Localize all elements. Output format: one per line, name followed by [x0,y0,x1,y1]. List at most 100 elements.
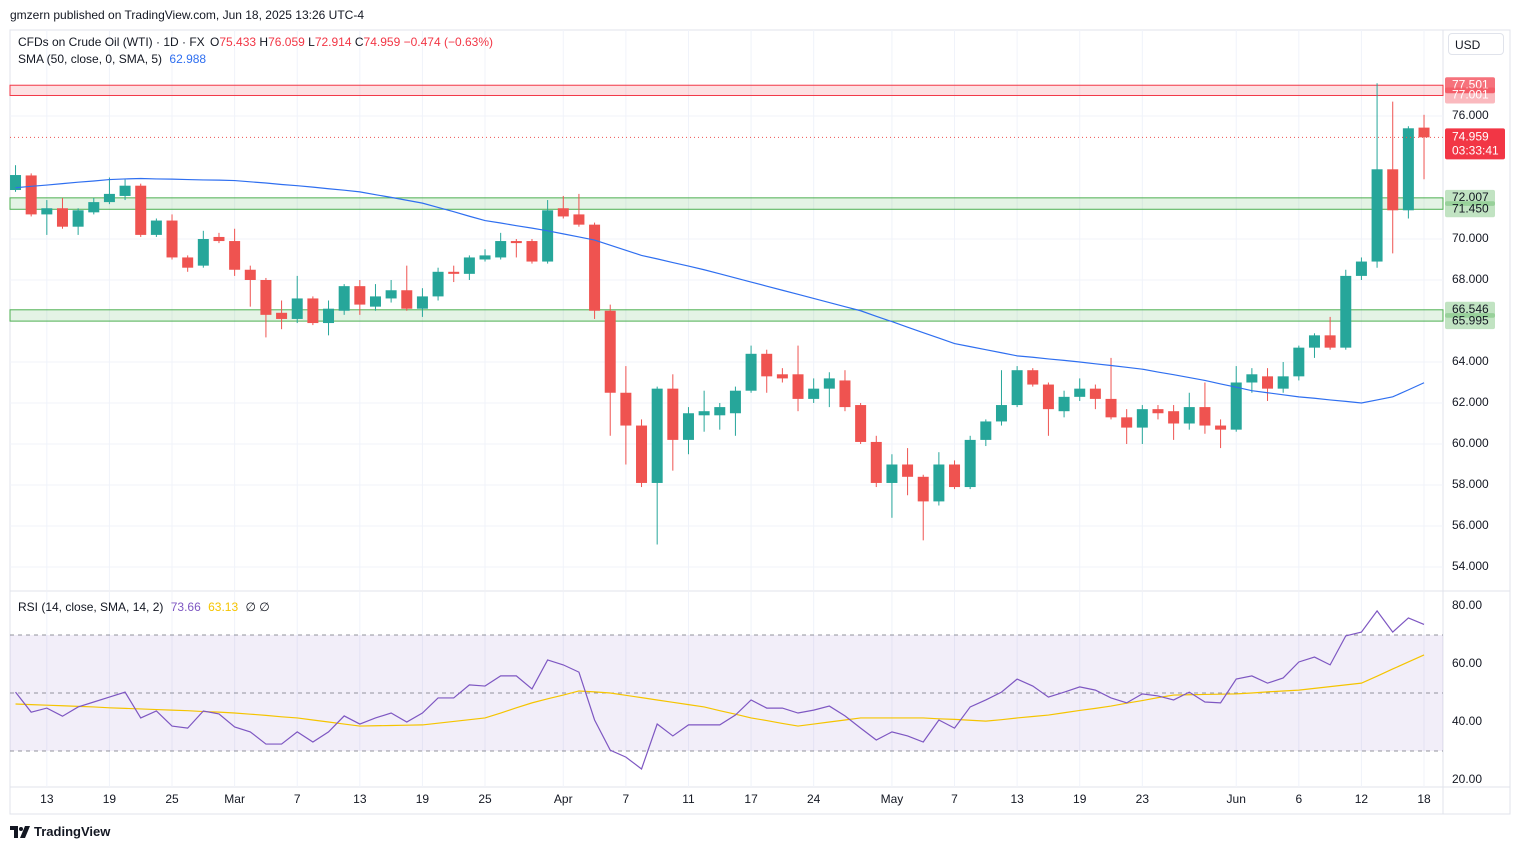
candle-body [573,214,585,225]
x-tick-label: May [881,792,904,806]
y-tick-label: 60.000 [1452,436,1489,450]
sma-legend: SMA (50, close, 0, SMA, 5) 62.988 [18,52,206,66]
candle-body [870,441,882,483]
candle-body [1418,127,1430,138]
candle-body [338,286,350,311]
candle-body [448,271,460,274]
x-tick-label: 19 [416,792,430,806]
x-tick-label: 7 [294,792,301,806]
x-tick-label: 25 [478,792,492,806]
candle-body [917,476,929,502]
ohlc-close: C74.959 [355,35,400,49]
candle-body [855,405,867,442]
zone-price-label: 65.995 [1452,313,1489,327]
candle-body [88,202,100,213]
zone-price-label: 77.501 [1452,77,1489,91]
ohlc-prefix: H [259,35,269,49]
candle-body [964,439,976,488]
rsi-legend: RSI (14, close, SMA, 14, 2) 73.66 63.13 … [18,600,270,614]
candle-body [776,374,788,379]
candle-body [886,464,898,483]
x-tick-label: 19 [103,792,117,806]
y-tick-label: 62.000 [1452,395,1489,409]
y-tick-label: 58.000 [1452,477,1489,491]
candle-body [166,220,178,258]
candle-body [1152,409,1164,414]
x-tick-label: 7 [623,792,630,806]
ohlc-high: H76.059 [259,35,304,49]
rsi-tick-label: 80.00 [1452,598,1482,612]
x-tick-label: 25 [165,792,179,806]
candle-body [1215,425,1227,430]
x-tick-label: Mar [224,792,245,806]
zone-price-label: 66.546 [1452,302,1489,316]
x-tick-label: 7 [951,792,958,806]
sma-line [15,177,1425,404]
candle-body [620,392,632,426]
y-tick-label: 68.000 [1452,272,1489,286]
candle-body [323,308,335,324]
candle-body [276,312,288,319]
x-tick-label: 19 [1073,792,1087,806]
candle-body [56,208,68,227]
candle-body [714,407,726,416]
candle-body [1262,376,1274,389]
x-tick-label: 17 [744,792,758,806]
zone-price-tag [1445,189,1495,206]
candle-body [1246,374,1258,383]
footer-logo [10,825,30,838]
ohlc-prefix: L [308,35,315,49]
candle-body [1183,407,1195,424]
candle-body [557,208,569,217]
candle-body [432,271,444,297]
candle-body [416,296,428,309]
y-tick-label: 56.000 [1452,518,1489,532]
candle-body [354,286,366,305]
zone-price-tag [1445,201,1495,218]
candle-body [510,241,522,244]
candle-body [1355,261,1367,276]
candle-body [182,257,194,268]
footer-brand: TradingView [34,824,111,839]
candle-body [604,310,616,393]
candle-body [307,298,319,324]
rsi-extra: ∅ ∅ [245,600,270,614]
ohlc-prefix: O [210,35,220,49]
candle-body [119,185,131,196]
candle-body [197,238,209,266]
candle-body [839,380,851,408]
ohlc-value: 72.914 [314,35,352,49]
candle-body [213,236,225,242]
candle-body [72,210,84,227]
zone-price-tag [1445,313,1495,330]
published-note: gmzern published on TradingView.com, Jun… [10,8,364,22]
candle-body [589,224,601,311]
candle-body [682,413,694,440]
candle-body [1121,417,1133,428]
candle-body [792,374,804,399]
candle-body [1089,388,1101,399]
chart-frame [9,29,1511,815]
zone-price-label: 77.001 [1452,88,1489,102]
sma-value: 62.988 [169,52,207,66]
candle-body [10,175,22,191]
candle-body [1230,382,1242,430]
ohlc-value: 74.959 [363,35,401,49]
candle-body [1277,376,1289,389]
x-tick-label: 6 [1295,792,1302,806]
candle-body [745,353,757,391]
candle-body [495,241,507,258]
candle-body [1168,411,1180,424]
currency-button[interactable]: USD [1448,33,1504,55]
candle-body [902,464,914,477]
candle-body [479,255,491,260]
price-change: −0.474 (−0.63%) [403,35,493,49]
zone-price-tag [1445,87,1495,104]
candle-body [761,353,773,377]
ohlc-value: 75.433 [219,35,257,49]
candle-body [949,464,961,488]
rsi-tick-label: 20.00 [1452,772,1482,786]
sma-name: SMA (50, close, 0, SMA, 5) [18,52,163,66]
candle-body [1324,335,1336,348]
candle-body [25,175,37,215]
